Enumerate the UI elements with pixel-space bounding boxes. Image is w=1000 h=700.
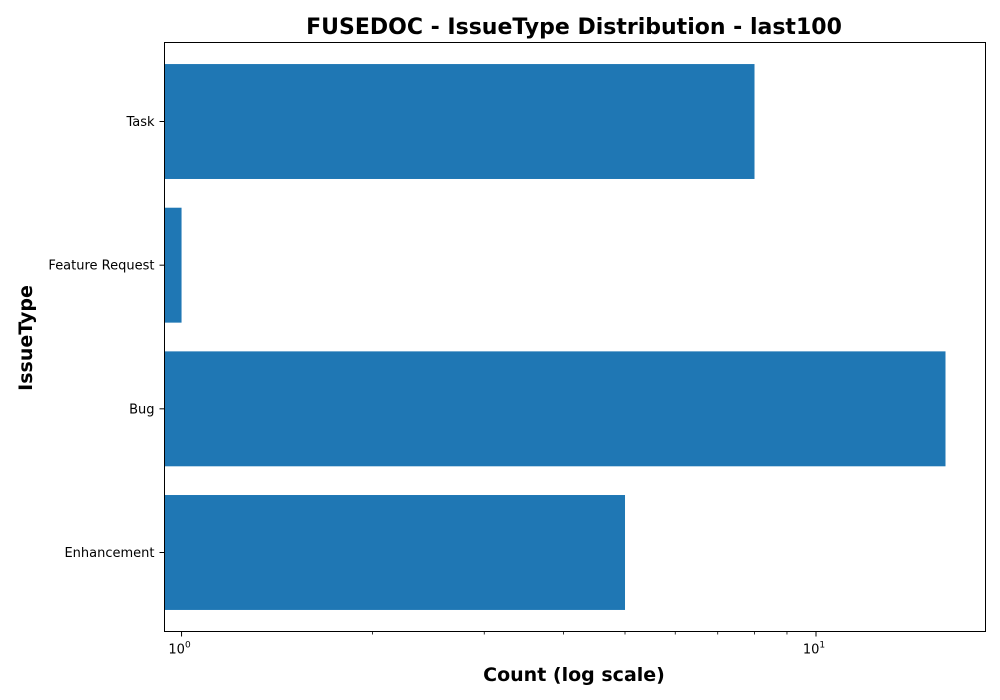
- x-tick-label: 100: [168, 641, 191, 658]
- plot-frame: [164, 42, 986, 632]
- y-tick-label: Feature Request: [48, 259, 154, 274]
- y-axis-ticks: Enhancement Bug Feature Request Task: [48, 115, 165, 561]
- bar-bug: [164, 351, 946, 467]
- bar-feature-request: [164, 207, 182, 323]
- bar-enhancement: [164, 495, 626, 610]
- x-axis-ticks: 100 101: [168, 631, 825, 658]
- bar-task: [164, 64, 755, 179]
- y-tick-label: Enhancement: [64, 546, 154, 561]
- y-tick-label: Bug: [129, 402, 154, 417]
- bars-group: [164, 64, 946, 610]
- y-tick-label: Task: [125, 115, 155, 130]
- x-axis-label: Count (log scale): [483, 664, 665, 686]
- x-tick-label: 101: [803, 641, 825, 658]
- y-axis-label: IssueType: [15, 285, 37, 391]
- chart-title: FUSEDOC - IssueType Distribution - last1…: [306, 15, 842, 40]
